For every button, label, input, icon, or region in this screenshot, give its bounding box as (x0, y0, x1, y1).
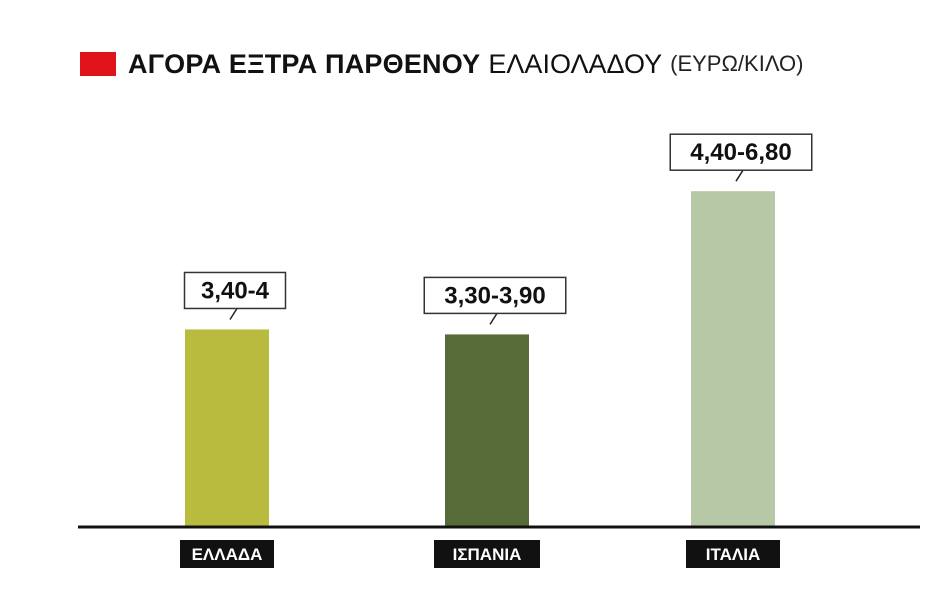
value-label-pointer-1 (489, 313, 498, 325)
value-label-box-1 (423, 276, 567, 315)
title-swatch-icon (80, 52, 116, 76)
category-labels-layer: ΕΛΛΑΔΑ ΙΣΠΑΝΙΑ ΙΤΑΛΙΑ (180, 540, 780, 568)
bar-0 (185, 329, 269, 527)
bar-1 (445, 334, 529, 527)
value-label-1: 3,30-3,90 (444, 282, 545, 309)
chart-title-unit: (ΕΥΡΩ/ΚΙΛΟ) (670, 51, 804, 76)
value-label-box-2 (669, 133, 813, 171)
chart-title-light: ΕΛΑΙΟΛΑΔΟΥ (488, 48, 663, 79)
category-box-0 (180, 540, 274, 568)
bar-2 (691, 191, 775, 528)
category-label-0: ΕΛΛΑΔΑ (192, 545, 263, 564)
value-label-box-0 (183, 271, 287, 310)
bars-layer: 3,40-4 3,30-3,90 4,40-6,80 (183, 133, 813, 528)
value-label-pointer-0 (229, 308, 238, 320)
value-label-2: 4,40-6,80 (690, 139, 791, 166)
category-label-1: ΙΣΠΑΝΙΑ (453, 545, 522, 564)
chart-title: ΑΓΟΡΑ ΕΞΤΡΑ ΠΑΡΘΕΝΟΥ ΕΛΑΙΟΛΑΔΟΥ (ΕΥΡΩ/ΚΙ… (80, 44, 804, 84)
chart-title-bold: ΑΓΟΡΑ ΕΞΤΡΑ ΠΑΡΘΕΝΟΥ (128, 48, 481, 79)
value-label-0: 3,40-4 (201, 277, 270, 304)
category-label-2: ΙΤΑΛΙΑ (706, 545, 760, 564)
category-box-1 (434, 540, 540, 568)
category-box-2 (686, 540, 780, 568)
value-label-pointer-2 (735, 169, 744, 182)
